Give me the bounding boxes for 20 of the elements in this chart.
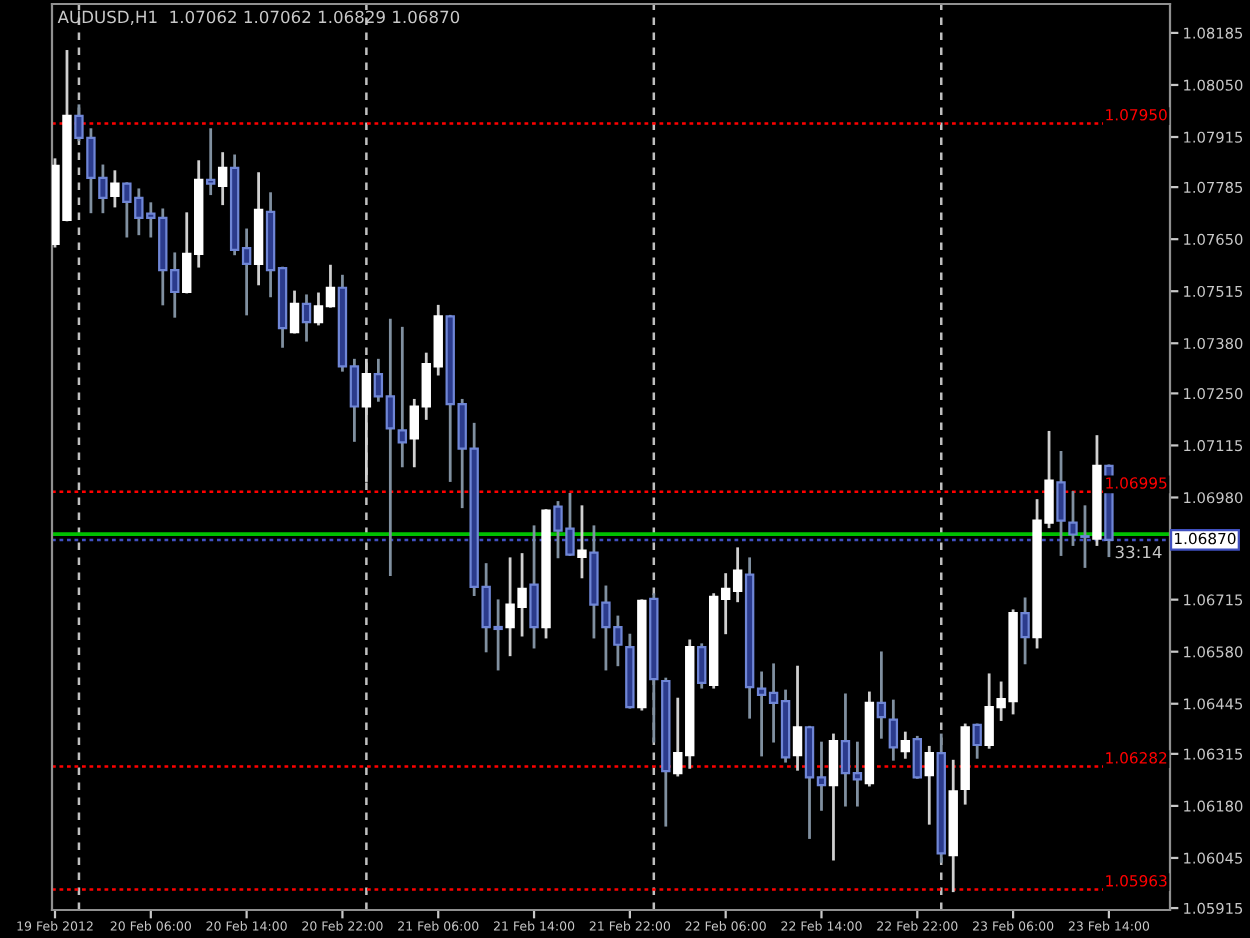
candlestick: [217, 152, 228, 206]
candlestick: [828, 733, 839, 861]
candlestick: [110, 170, 120, 208]
candlestick: [361, 358, 372, 482]
candlestick: [876, 651, 887, 739]
candlestick: [301, 294, 312, 342]
candlestick: [289, 290, 300, 334]
candlestick: [1020, 597, 1030, 665]
candlestick: [912, 735, 922, 779]
candlestick: [697, 643, 707, 689]
candlestick: [577, 505, 587, 579]
candlestick: [900, 731, 911, 759]
candlestick: [888, 699, 899, 761]
candlestick: [205, 128, 216, 196]
chart-title: AUDUSD,H1 1.07062 1.07062 1.06829 1.06870: [57, 10, 460, 25]
candlestick: [972, 723, 982, 759]
annotation: 33:14: [1115, 545, 1162, 559]
candlestick: [924, 745, 934, 825]
candlestick: [792, 665, 803, 771]
candlestick: [529, 525, 539, 649]
